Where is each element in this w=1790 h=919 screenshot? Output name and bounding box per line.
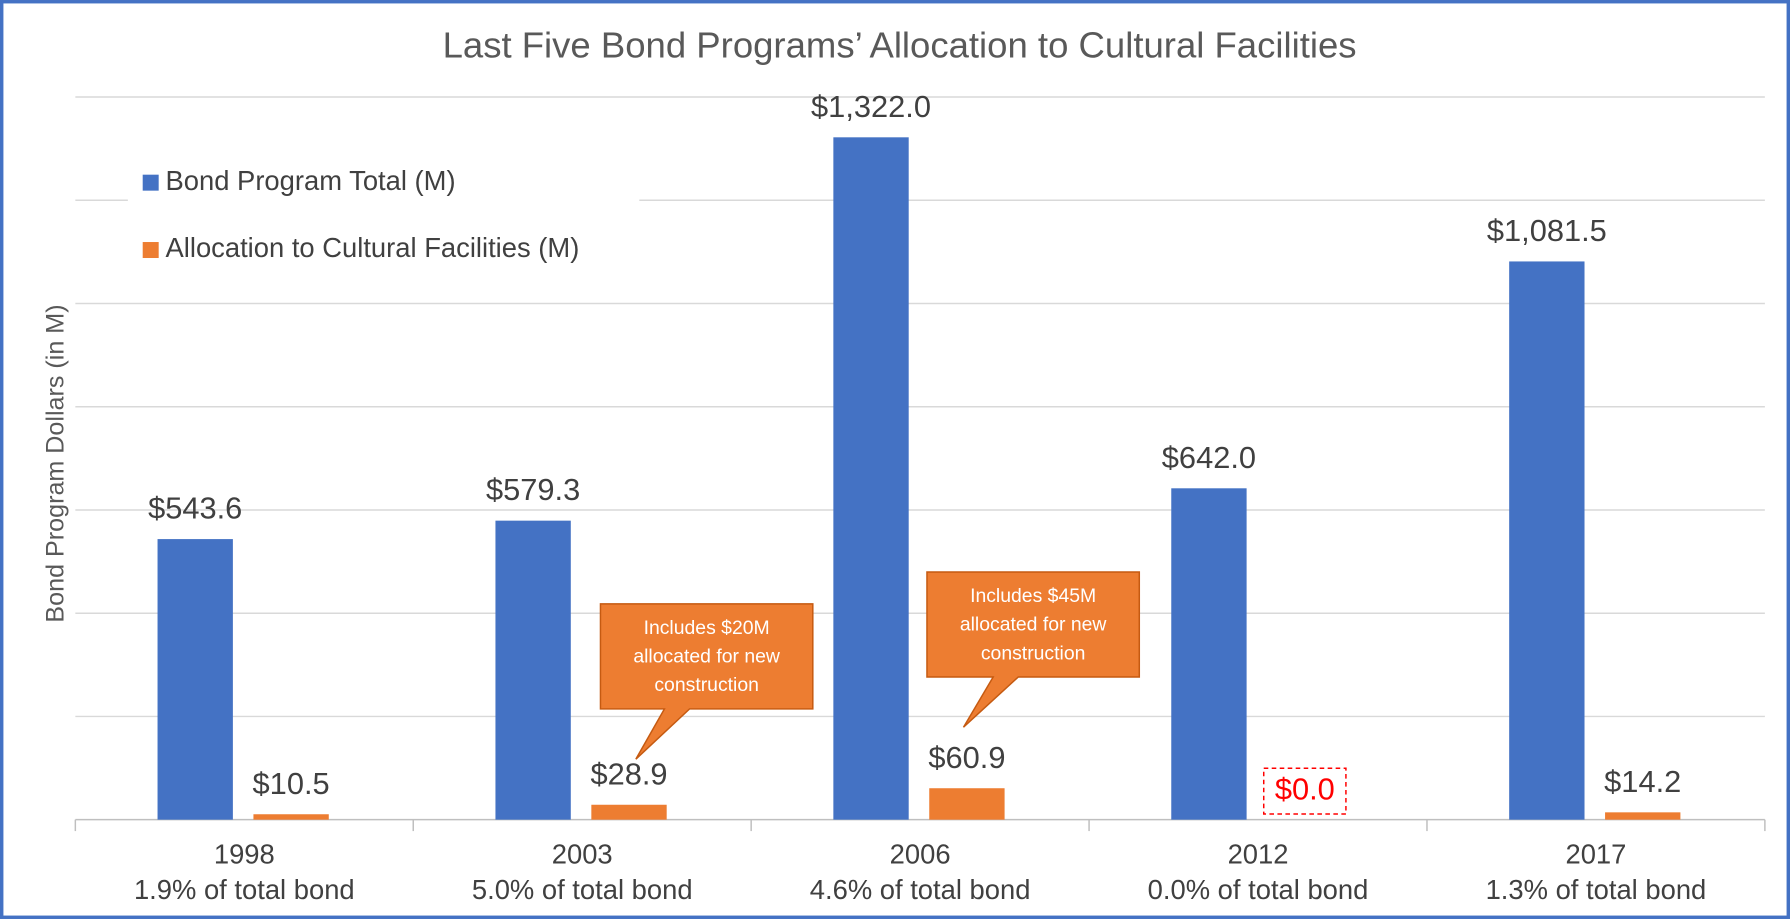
bar	[253, 814, 329, 820]
x-tick-sublabel: 5.0% of total bond	[472, 874, 693, 905]
callout	[599, 603, 814, 760]
x-tick-label: 2003	[552, 838, 613, 869]
data-label: $60.9	[928, 740, 1005, 775]
callout	[926, 571, 1141, 728]
data-label: $543.6	[148, 491, 242, 526]
data-label: $14.2	[1604, 764, 1681, 799]
x-tick-label: 2017	[1565, 838, 1626, 869]
x-tick-sublabel: 4.6% of total bond	[810, 874, 1031, 905]
data-label: $1,322.0	[811, 89, 931, 124]
x-tick-sublabel: 1.3% of total bond	[1486, 874, 1707, 905]
data-label: $1,081.5	[1487, 213, 1607, 248]
y-axis-label: Bond Program Dollars (in M)	[42, 304, 70, 622]
bar	[833, 137, 909, 820]
x-tick-sublabel: 1.9% of total bond	[134, 874, 355, 905]
data-label: $10.5	[253, 766, 330, 801]
callout-text: allocated for new	[960, 614, 1108, 636]
bar	[157, 539, 233, 820]
data-label: $642.0	[1162, 440, 1256, 475]
legend-label: Bond Program Total (M)	[166, 165, 456, 196]
data-label: $28.9	[590, 756, 667, 791]
x-tick-label: 1998	[214, 838, 275, 869]
callout-text: construction	[981, 642, 1086, 664]
x-tick-sublabel: 0.0% of total bond	[1148, 874, 1369, 905]
legend-swatch	[142, 174, 159, 191]
data-label: $0.0	[1275, 771, 1335, 806]
bar	[591, 804, 667, 820]
bar	[1509, 261, 1585, 820]
legend-background	[127, 154, 640, 280]
bar	[1605, 812, 1681, 820]
highlight-box	[1262, 767, 1347, 815]
legend-label: Allocation to Cultural Facilities (M)	[166, 232, 580, 263]
bar	[495, 520, 571, 820]
x-tick-label: 2006	[890, 838, 951, 869]
bar	[929, 788, 1005, 820]
data-label: $579.3	[486, 472, 580, 507]
callout-text: Includes $20M	[644, 617, 770, 639]
bar	[1171, 488, 1247, 820]
chart-title: Last Five Bond Programs’ Allocation to C…	[443, 25, 1357, 66]
x-tick-label: 2012	[1228, 838, 1289, 869]
callout-text: allocated for new	[633, 646, 781, 668]
legend-swatch	[142, 242, 159, 259]
callout-text: Includes $45M	[970, 585, 1096, 607]
callout-text: construction	[654, 674, 759, 696]
